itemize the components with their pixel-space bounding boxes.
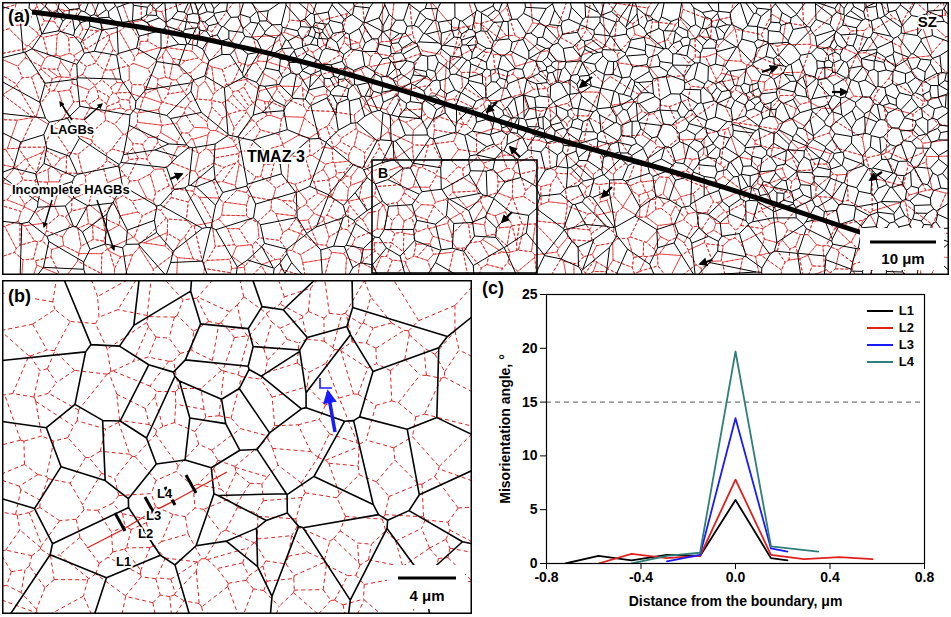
svg-text:0.0: 0.0 <box>726 569 746 585</box>
svg-text:10 μm: 10 μm <box>881 250 924 267</box>
svg-text:25: 25 <box>522 286 538 302</box>
svg-text:0.4: 0.4 <box>820 569 840 585</box>
svg-text:(b): (b) <box>8 286 31 306</box>
svg-text:20: 20 <box>522 340 538 356</box>
svg-text:Misorientation angle, °: Misorientation angle, ° <box>497 354 513 504</box>
svg-text:L1: L1 <box>116 554 131 569</box>
svg-text:L2: L2 <box>138 526 153 541</box>
svg-text:15: 15 <box>522 394 538 410</box>
svg-text:4 μm: 4 μm <box>409 587 444 604</box>
svg-text:Distance from the boundary, μm: Distance from the boundary, μm <box>629 593 843 609</box>
svg-text:0: 0 <box>529 555 538 571</box>
svg-text:TMAZ 3: TMAZ 3 <box>247 148 305 165</box>
svg-text:B: B <box>378 165 388 181</box>
svg-text:LAGBs: LAGBs <box>50 122 94 137</box>
svg-text:(a): (a) <box>8 6 30 26</box>
svg-text:L4: L4 <box>157 486 173 501</box>
html-text:L4: L4 <box>898 354 914 369</box>
svg-text:0.8: 0.8 <box>915 569 935 585</box>
html-text:L3: L3 <box>898 337 914 352</box>
svg-text:L3: L3 <box>146 508 161 523</box>
svg-text:5: 5 <box>530 501 538 517</box>
html-text:L1: L1 <box>898 303 914 318</box>
html-text:(c): (c) <box>482 278 504 298</box>
svg-text:Incomplete HAGBs: Incomplete HAGBs <box>12 182 130 197</box>
svg-text:-0.8: -0.8 <box>534 569 558 585</box>
svg-text:SZ: SZ <box>918 13 937 30</box>
svg-text:10: 10 <box>522 447 538 463</box>
svg-text:-0.4: -0.4 <box>629 569 653 585</box>
html-text:L2: L2 <box>898 320 914 335</box>
